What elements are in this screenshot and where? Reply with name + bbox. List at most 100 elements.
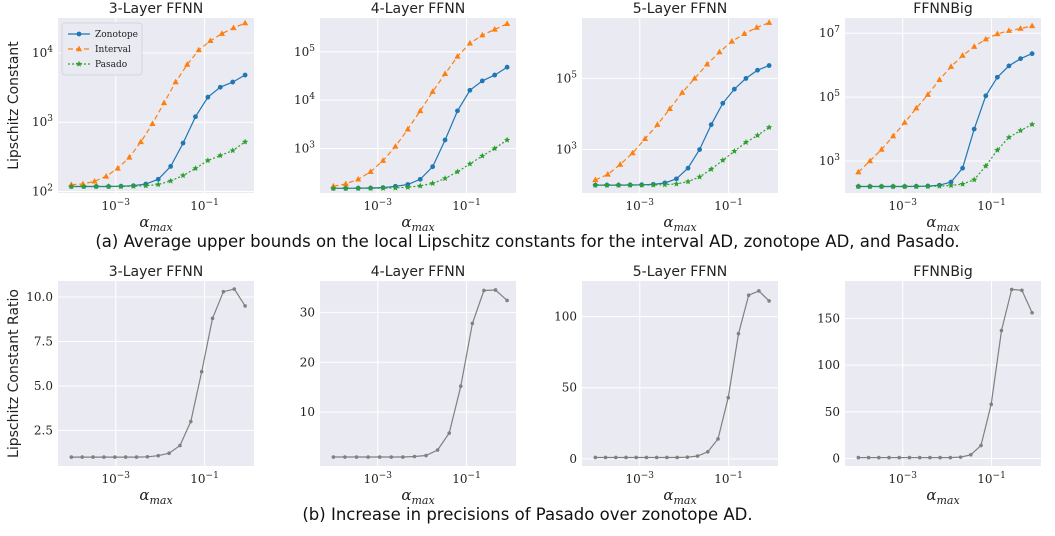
data-point — [126, 154, 133, 160]
data-point — [145, 454, 150, 459]
data-point — [91, 177, 98, 184]
data-point — [417, 182, 424, 189]
data-point — [716, 437, 720, 441]
data-point — [720, 100, 726, 106]
data-point — [603, 455, 608, 460]
data-point — [982, 35, 989, 42]
data-point — [765, 124, 773, 131]
y-tick-label: 103 — [294, 140, 315, 155]
y-tick-label: 104 — [294, 92, 315, 107]
data-point — [968, 452, 973, 457]
data-point — [593, 455, 598, 460]
legend-marker — [75, 60, 83, 67]
data-point — [708, 165, 715, 172]
data-point — [959, 180, 966, 187]
x-tick-label: 10−1 — [977, 471, 1006, 486]
data-point — [731, 147, 738, 154]
data-point — [454, 168, 461, 175]
x-tick-label: 10−1 — [714, 198, 743, 213]
series-ratio — [331, 288, 509, 459]
data-point — [736, 331, 741, 336]
x-axis-label: αmax — [926, 486, 960, 507]
chart-panel-5: 3-Layer FFNN 10−3 10−1 αmax 2.5 5.0 7.5 10.0 Lip… — [6, 264, 254, 507]
data-point — [168, 164, 174, 169]
data-point — [878, 146, 885, 152]
data-point — [674, 176, 679, 182]
data-point — [716, 48, 723, 55]
data-point — [172, 78, 179, 85]
y-tick-label: 50 — [825, 405, 840, 419]
data-point — [377, 455, 382, 459]
data-point — [221, 289, 226, 294]
data-point — [242, 72, 248, 78]
data-point — [936, 76, 943, 82]
data-point — [504, 20, 511, 26]
chart-title: FFNNBig — [913, 1, 972, 17]
x-axis-label: αmax — [663, 486, 697, 507]
data-point — [479, 152, 486, 159]
x-tick-label: 10−1 — [452, 198, 481, 213]
data-point — [504, 64, 510, 70]
data-point — [412, 454, 417, 459]
data-point — [243, 304, 247, 308]
data-point — [634, 455, 639, 460]
data-point — [928, 455, 932, 460]
data-point — [184, 61, 191, 67]
data-point — [654, 121, 661, 127]
data-point — [719, 156, 726, 163]
data-point — [435, 448, 440, 452]
data-point — [746, 293, 751, 298]
series-line — [71, 141, 246, 188]
data-point — [404, 183, 411, 190]
data-point — [441, 175, 449, 182]
data-point — [491, 145, 498, 152]
data-point — [650, 181, 657, 188]
data-point — [505, 298, 509, 303]
data-point — [429, 180, 436, 187]
data-point — [417, 107, 424, 114]
data-point — [697, 147, 703, 152]
data-point — [492, 72, 498, 78]
data-point — [367, 185, 374, 191]
series-interval — [592, 19, 773, 183]
data-point — [392, 184, 399, 191]
data-point — [994, 30, 1001, 37]
data-point — [156, 453, 161, 458]
data-point — [948, 179, 954, 185]
y-tick-label: 150 — [817, 311, 840, 325]
y-tick-label: 30 — [300, 305, 315, 319]
y-tick-label: 0 — [569, 452, 577, 466]
x-axis-label: αmax — [663, 213, 697, 234]
data-point — [466, 160, 474, 167]
data-point — [889, 183, 897, 190]
x-tick-label: 10−1 — [714, 471, 743, 486]
data-point — [123, 455, 128, 459]
data-point — [913, 183, 920, 190]
data-point — [877, 455, 881, 460]
x-tick-label: 10−3 — [625, 471, 654, 486]
data-point — [137, 138, 144, 145]
data-point — [470, 321, 475, 326]
series-line — [333, 289, 508, 458]
data-point — [856, 455, 861, 460]
data-point — [855, 183, 862, 190]
data-point — [342, 185, 349, 191]
series-pasado — [330, 136, 511, 191]
data-point — [971, 126, 977, 132]
data-point — [675, 455, 679, 460]
data-point — [482, 288, 486, 293]
data-point — [93, 183, 100, 190]
data-point — [901, 119, 908, 125]
data-point — [466, 39, 473, 46]
data-point — [447, 431, 451, 435]
data-point — [866, 455, 871, 460]
data-point — [979, 443, 983, 448]
data-point — [1005, 27, 1013, 33]
data-point — [654, 455, 659, 460]
data-point — [684, 178, 692, 185]
caption-a: (a) Average upper bounds on the local Li… — [95, 232, 960, 251]
y-tick-label: 10.0 — [26, 290, 53, 304]
series-line — [858, 123, 1033, 188]
data-point — [938, 455, 942, 460]
data-point — [1017, 25, 1024, 31]
